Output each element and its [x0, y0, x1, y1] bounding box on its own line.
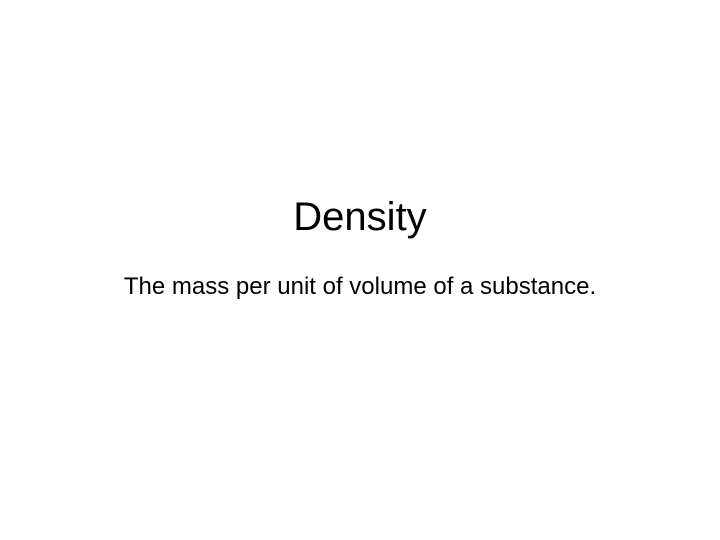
- slide: Density The mass per unit of volume of a…: [0, 0, 720, 540]
- slide-title: Density: [293, 195, 426, 240]
- slide-subtitle: The mass per unit of volume of a substan…: [124, 272, 596, 302]
